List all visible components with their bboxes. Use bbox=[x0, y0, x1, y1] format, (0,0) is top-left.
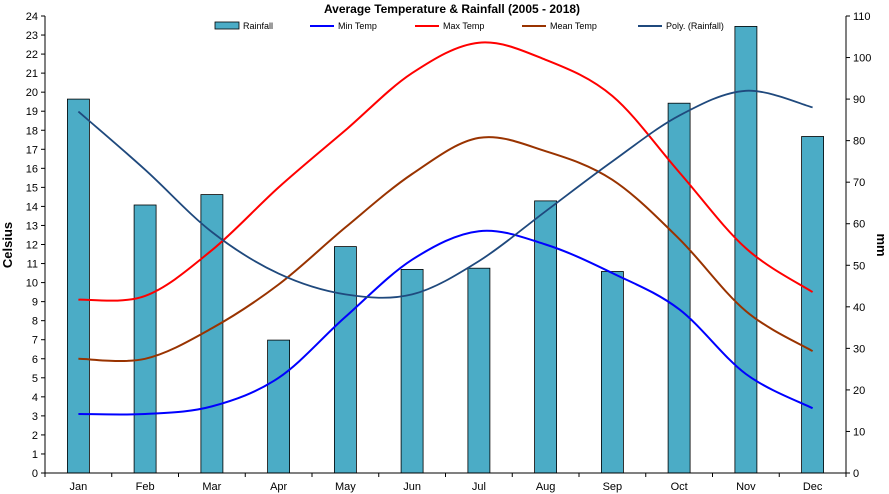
bar-rainfall-feb bbox=[133, 204, 157, 474]
y-tick-label-left: 5 bbox=[32, 373, 38, 385]
x-tick-label-sep: Sep bbox=[603, 481, 623, 493]
y-tick-label-left: 4 bbox=[32, 392, 38, 404]
bar-rainfall-oct bbox=[667, 102, 691, 474]
y-tick-label-left: 20 bbox=[26, 87, 38, 99]
y-tick-label-left: 16 bbox=[26, 163, 38, 175]
y-tick-label-left: 0 bbox=[32, 468, 38, 480]
legend-label-max-temp: Max Temp bbox=[443, 21, 484, 31]
y-tick-label-left: 24 bbox=[26, 11, 38, 23]
bar-rainfall-jan bbox=[67, 98, 90, 474]
y-tick-label-left: 2 bbox=[32, 430, 38, 442]
y-tick-label-left: 3 bbox=[32, 411, 38, 423]
bar-rainfall-apr bbox=[267, 339, 291, 474]
y-tick-label-right: 100 bbox=[853, 53, 871, 65]
y-tick-label-left: 1 bbox=[32, 449, 38, 461]
legend-label-min-temp: Min Temp bbox=[338, 21, 377, 31]
bar-rainfall-jul bbox=[467, 267, 491, 474]
legend-swatch-rainfall bbox=[214, 21, 240, 30]
x-tick-label-jan: Jan bbox=[70, 481, 88, 493]
y-tick-label-right: 10 bbox=[853, 426, 865, 438]
legend: Rainfall Min Temp Max Temp Mean Temp Poly. (… bbox=[214, 21, 724, 31]
y-tick-label-left: 13 bbox=[26, 220, 38, 232]
bar-rainfall-sep bbox=[601, 271, 624, 474]
y-tick-label-left: 19 bbox=[26, 106, 38, 118]
x-tick-label-apr: Apr bbox=[270, 481, 287, 493]
y-tick-label-right: 20 bbox=[853, 385, 865, 397]
y-tick-label-left: 8 bbox=[32, 316, 38, 328]
x-tick-label-aug: Aug bbox=[536, 481, 556, 493]
y-tick-label-left: 18 bbox=[26, 125, 38, 137]
y-tick-label-right: 30 bbox=[853, 343, 865, 355]
y-tick-label-left: 6 bbox=[32, 354, 38, 366]
lines-group bbox=[77, 41, 814, 416]
y-tick-label-left: 21 bbox=[26, 68, 38, 80]
line-mean-temp bbox=[78, 136, 814, 363]
y-axis-title-left: Celsius bbox=[0, 222, 15, 268]
y-tick-label-left: 22 bbox=[26, 49, 38, 61]
x-tick-label-oct: Oct bbox=[671, 481, 688, 493]
y-tick-label-left: 14 bbox=[26, 201, 38, 213]
y-axis-title-right: mm bbox=[874, 233, 889, 256]
y-tick-label-left: 11 bbox=[27, 259, 38, 271]
bar-rainfall-jun bbox=[400, 268, 424, 474]
bar-rainfall-may bbox=[333, 246, 357, 474]
y-tick-label-left: 7 bbox=[32, 335, 38, 347]
chart-title: Average Temperature & Rainfall (2005 - 2… bbox=[324, 2, 580, 16]
line-poly-rainfall bbox=[77, 89, 813, 299]
y-tick-label-right: 40 bbox=[853, 302, 865, 314]
legend-label-mean-temp: Mean Temp bbox=[550, 21, 597, 31]
bar-rainfall-nov bbox=[734, 25, 758, 474]
y-tick-label-right: 60 bbox=[853, 219, 865, 231]
x-tick-label-jul: Jul bbox=[472, 481, 486, 493]
y-tick-label-left: 10 bbox=[26, 278, 38, 290]
y-tick-label-left: 15 bbox=[26, 182, 38, 194]
legend-label-poly-rainfall: Poly. (Rainfall) bbox=[666, 21, 724, 31]
x-tick-label-jun: Jun bbox=[403, 481, 421, 493]
line-min-temp bbox=[78, 229, 814, 416]
bars-group bbox=[67, 25, 824, 474]
x-tick-label-dec: Dec bbox=[803, 481, 823, 493]
y-tick-label-right: 110 bbox=[853, 11, 871, 23]
y-tick-label-left: 23 bbox=[26, 30, 38, 42]
x-tick-label-nov: Nov bbox=[736, 481, 756, 493]
bar-rainfall-dec bbox=[801, 136, 824, 474]
y-tick-label-left: 12 bbox=[26, 240, 38, 252]
line-max-temp bbox=[78, 41, 814, 302]
y-tick-label-right: 50 bbox=[853, 260, 865, 272]
axes-group: 0123456789101112131415161718192021222324… bbox=[26, 11, 872, 493]
y-tick-label-left: 9 bbox=[32, 297, 38, 309]
x-tick-label-may: May bbox=[335, 481, 356, 493]
y-tick-label-right: 70 bbox=[853, 177, 865, 189]
legend-label-rainfall: Rainfall bbox=[243, 21, 273, 31]
y-tick-label-right: 90 bbox=[853, 94, 865, 106]
x-tick-label-mar: Mar bbox=[202, 481, 221, 493]
bar-rainfall-mar bbox=[200, 194, 224, 474]
y-tick-label-right: 80 bbox=[853, 136, 865, 148]
y-tick-label-left: 17 bbox=[26, 144, 38, 156]
y-tick-label-right: 0 bbox=[853, 468, 859, 480]
x-tick-label-feb: Feb bbox=[136, 481, 155, 493]
